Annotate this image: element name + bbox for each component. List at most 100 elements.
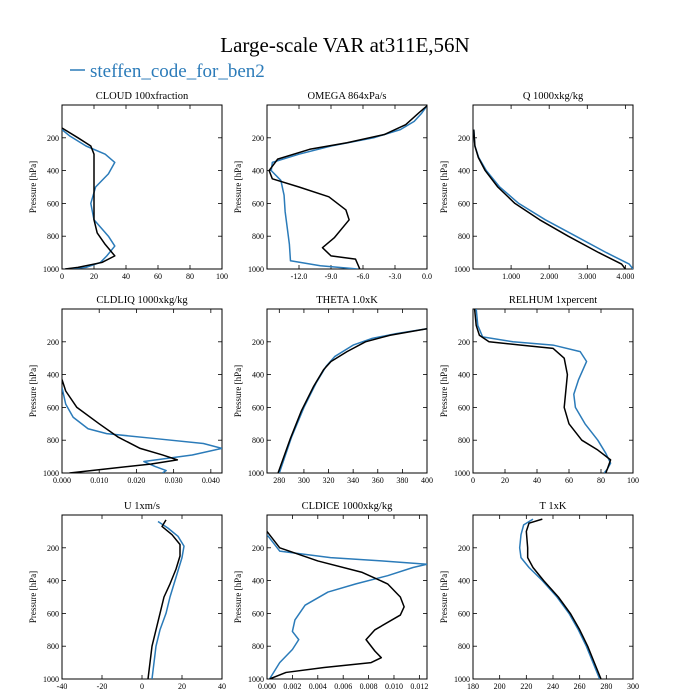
panel-title: Q 1000xkg/kg [523,91,584,102]
y-tick-label: 600 [458,199,470,208]
series-line-black [473,309,612,473]
x-tick-label: 60 [565,476,573,485]
y-tick-label: 800 [458,436,470,445]
series-line-blue [151,520,185,679]
chart-panel: CLOUD 100xfraction 0 20 40 60 80 100 200 400 600 8… [28,91,228,281]
y-tick-label: 200 [47,134,59,143]
x-tick-label: -12.0 [291,272,308,281]
x-tick-label: 340 [347,476,359,485]
chart-panel: RELHUM 1xpercent 0 20 40 60 80 100 200 400 600 800… [439,295,639,485]
x-tick-label: -40 [57,682,68,691]
panel-title: CLDLIQ 1000xkg/kg [96,295,188,306]
y-tick-label: 400 [458,371,470,380]
y-tick-label: 1000 [248,469,264,478]
x-tick-label: 20 [178,682,186,691]
x-tick-label: 380 [396,476,408,485]
chart-panel: THETA 1.0xK 280 300 320 340 360 380 400 200 400 60… [233,295,433,485]
x-tick-label: 40 [122,272,130,281]
plot-frame [61,514,223,680]
x-tick-label: 0.040 [202,476,220,485]
x-tick-label: 260 [574,682,586,691]
x-tick-label: 180 [467,682,479,691]
y-axis-label: Pressure [hPa] [28,365,38,417]
x-tick-label: 200 [494,682,506,691]
series-line-black [267,530,405,679]
y-tick-label: 400 [252,577,264,586]
y-tick-label: 400 [47,371,59,380]
y-tick-label: 1000 [43,675,59,684]
y-axis-label: Pressure [hPa] [439,571,449,623]
y-tick-label: 200 [47,544,59,553]
chart-panel: T 1xK 180 200 220 240 260 280 300 200 400 600 800 10… [439,501,639,691]
x-tick-label: 0.002 [283,682,301,691]
x-tick-label: 0.004 [309,682,327,691]
y-tick-label: 800 [458,232,470,241]
y-tick-label: 400 [47,167,59,176]
y-tick-label: 200 [252,338,264,347]
x-tick-label: 280 [273,476,285,485]
x-tick-label: -6.0 [357,272,370,281]
y-tick-label: 400 [458,577,470,586]
x-tick-label: 0.0 [422,272,432,281]
series-line-blue [62,129,116,269]
y-tick-label: 800 [458,642,470,651]
x-tick-label: 100 [627,476,639,485]
x-tick-label: 0 [140,682,144,691]
series-line-blue [62,387,222,473]
x-tick-label: 20 [501,476,509,485]
y-axis-label: Pressure [hPa] [233,571,243,623]
plot-frame [266,308,428,474]
chart-panel: CLDICE 1000xkg/kg 0.000 0.002 0.004 0.006 0.0… [233,501,428,691]
x-tick-label: 1.000 [502,272,520,281]
x-tick-label: 0 [471,476,475,485]
x-tick-label: -20 [97,682,108,691]
series-line-black [268,105,427,269]
x-tick-label: 400 [421,476,433,485]
y-tick-label: 800 [47,436,59,445]
x-tick-label: 0.012 [410,682,428,691]
y-tick-label: 1000 [43,265,59,274]
chart-panel: CLDLIQ 1000xkg/kg 0.000 0.010 0.020 0.030 0.0… [28,295,223,485]
plot-frame [61,104,223,270]
series-line-blue [267,534,427,679]
legend: steffen_code_for_ben2 [70,61,265,82]
series-line-blue [270,105,427,269]
x-tick-label: 0.010 [90,476,108,485]
y-axis-label: Pressure [hPa] [439,365,449,417]
y-tick-label: 800 [252,642,264,651]
x-tick-label: 40 [218,682,226,691]
figure-title: Large-scale VAR at311E,56N [220,33,469,57]
chart-panel: OMEGA 864xPa/s -12.0 -9.0 -6.0 -3.0 0.0 200 400… [233,91,432,281]
y-tick-label: 400 [252,167,264,176]
y-tick-label: 600 [47,609,59,618]
series-line-black [62,127,116,269]
y-tick-label: 800 [252,436,264,445]
y-tick-label: 1000 [454,675,470,684]
x-tick-label: 0 [60,272,64,281]
y-tick-label: 200 [458,134,470,143]
series-line-blue [475,309,612,473]
y-tick-label: 200 [458,338,470,347]
x-tick-label: 300 [298,476,310,485]
y-tick-label: 200 [47,338,59,347]
x-tick-label: -3.0 [389,272,402,281]
y-tick-label: 1000 [248,675,264,684]
y-tick-label: 600 [47,403,59,412]
x-tick-label: -9.0 [325,272,338,281]
x-tick-label: 3.000 [578,272,596,281]
x-tick-label: 40 [533,476,541,485]
x-tick-label: 0.010 [385,682,403,691]
plot-frame [266,514,428,680]
plot-frame [472,514,634,680]
y-tick-label: 1000 [454,265,470,274]
legend-label: steffen_code_for_ben2 [90,61,265,82]
panel-title: CLDICE 1000xkg/kg [302,501,393,512]
y-tick-label: 800 [252,232,264,241]
x-tick-label: 320 [323,476,335,485]
panel-title: U 1xm/s [124,501,160,512]
y-tick-label: 600 [252,199,264,208]
series-line-blue [473,129,633,269]
x-tick-label: 220 [520,682,532,691]
